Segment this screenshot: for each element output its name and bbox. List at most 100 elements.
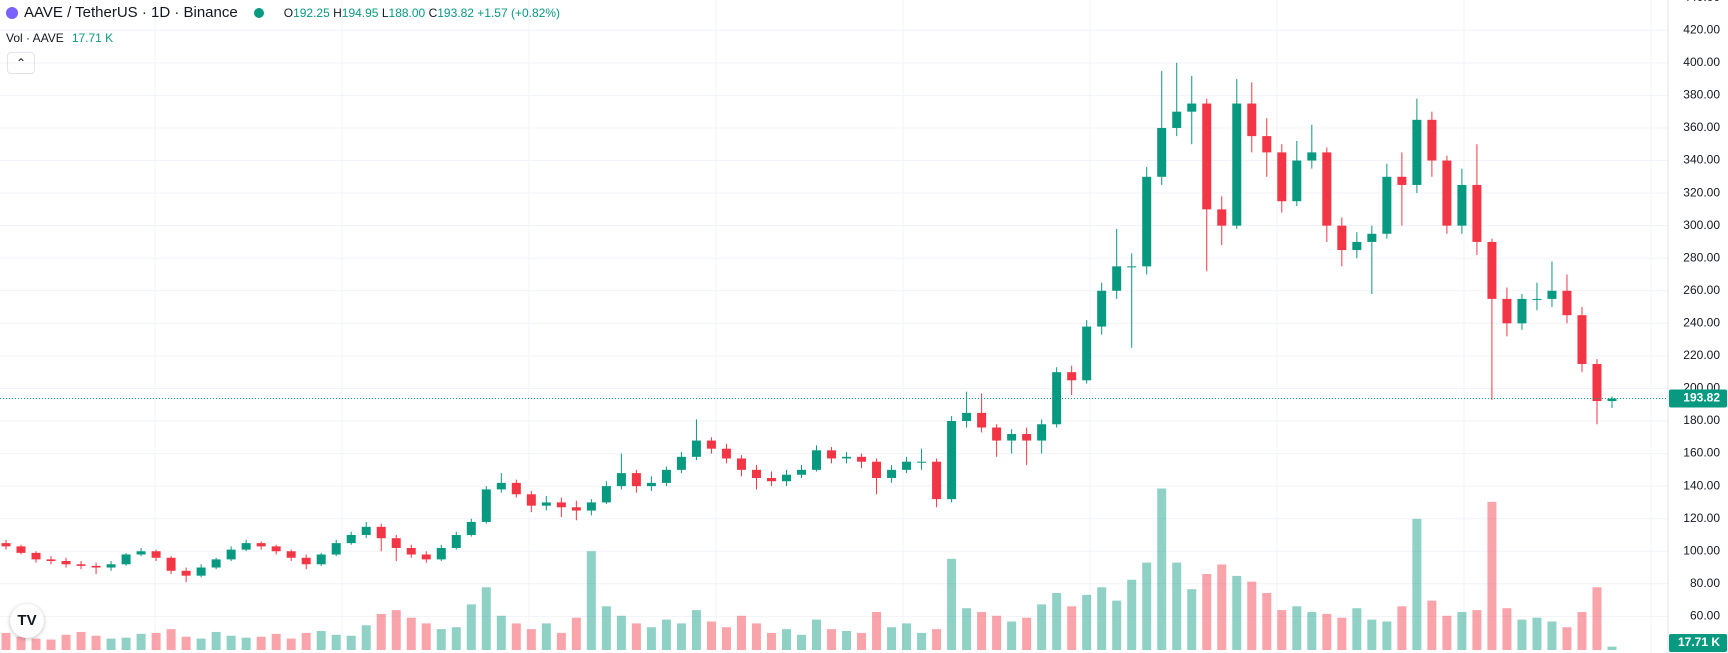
volume-bar bbox=[1127, 579, 1137, 650]
candle-body bbox=[857, 456, 867, 462]
candle-body bbox=[1217, 209, 1227, 226]
volume-bar bbox=[887, 627, 897, 650]
volume-bar bbox=[361, 625, 371, 650]
symbol[interactable]: AAVE / TetherUS · 1D · Binance bbox=[24, 4, 238, 21]
volume-bar bbox=[1187, 589, 1197, 650]
candle-body bbox=[902, 461, 912, 470]
candle-body bbox=[196, 567, 206, 576]
volume-bar bbox=[91, 635, 101, 650]
volume-bar bbox=[451, 627, 461, 650]
volume-bar bbox=[842, 631, 852, 650]
volume-bar bbox=[857, 632, 867, 650]
candle-body bbox=[1562, 290, 1572, 316]
candle-body bbox=[1277, 152, 1287, 202]
y-tick-label: 100.00 bbox=[1683, 543, 1720, 557]
volume-bar bbox=[526, 629, 536, 650]
volume-bar bbox=[977, 612, 987, 650]
candle-body bbox=[1037, 424, 1047, 441]
candle-body bbox=[181, 570, 191, 576]
volume-bar bbox=[1592, 587, 1602, 650]
candle-body bbox=[1082, 326, 1092, 381]
volume-bar bbox=[1517, 619, 1527, 650]
candle-body bbox=[842, 456, 852, 459]
volume-bar bbox=[406, 617, 416, 650]
volume-bar bbox=[1367, 619, 1377, 650]
volume-bar bbox=[1397, 606, 1407, 650]
candle-body bbox=[1592, 364, 1602, 402]
volume-bar bbox=[511, 623, 521, 650]
volume-bar bbox=[1532, 617, 1542, 650]
candle-body bbox=[46, 559, 56, 562]
volume-bar bbox=[1607, 646, 1617, 650]
y-tick-label: 160.00 bbox=[1683, 446, 1720, 460]
volume-bar bbox=[1172, 562, 1182, 650]
volume-bar bbox=[691, 610, 701, 650]
volume-bar bbox=[1322, 613, 1332, 650]
candle-body bbox=[1202, 103, 1212, 210]
candle-body bbox=[1352, 241, 1362, 251]
l-val: 188.00 bbox=[388, 5, 426, 20]
candle-body bbox=[1457, 184, 1467, 226]
y-tick-label: 440.00 bbox=[1683, 0, 1720, 4]
volume-bar bbox=[331, 634, 341, 650]
volume-bar bbox=[166, 629, 176, 650]
candle-body bbox=[872, 461, 882, 478]
volume-bar bbox=[902, 623, 912, 650]
y-tick-label: 280.00 bbox=[1683, 250, 1720, 264]
volume-bar bbox=[1442, 615, 1452, 650]
o-key: O bbox=[283, 5, 294, 20]
candle-body bbox=[76, 564, 86, 566]
candle-body bbox=[646, 482, 656, 487]
volume-bar bbox=[421, 623, 431, 650]
volume-legend: Vol · AAVE 17.71 K bbox=[6, 31, 113, 45]
candle-body bbox=[391, 538, 401, 548]
candle-body bbox=[1607, 398, 1617, 402]
candle-body bbox=[541, 502, 551, 506]
candle-body bbox=[1232, 103, 1242, 226]
volume-bar bbox=[1472, 610, 1482, 650]
candle-body bbox=[947, 421, 957, 500]
candle-body bbox=[241, 543, 251, 550]
vol-title: Vol · AAVE bbox=[6, 31, 64, 45]
y-tick-label: 120.00 bbox=[1683, 511, 1720, 525]
volume-bar bbox=[466, 604, 476, 650]
candle-body bbox=[31, 552, 41, 560]
l-key: L bbox=[381, 5, 389, 20]
candle-body bbox=[796, 469, 806, 475]
volume-bar bbox=[1082, 594, 1092, 650]
candle-body bbox=[827, 450, 837, 459]
candle-body bbox=[1547, 290, 1557, 299]
candle-body bbox=[496, 482, 506, 490]
volume-bar bbox=[1022, 617, 1032, 650]
volume-bar bbox=[676, 623, 686, 650]
volume-bar bbox=[706, 621, 716, 650]
candle-body bbox=[361, 526, 371, 535]
candle-body bbox=[1187, 103, 1197, 112]
volume-bar bbox=[1352, 608, 1362, 650]
candle-body bbox=[1112, 266, 1122, 291]
candle-body bbox=[1142, 176, 1152, 267]
last-price-label: 193.82 bbox=[1683, 391, 1720, 405]
logo[interactable]: TV bbox=[10, 604, 44, 638]
candle-body bbox=[466, 521, 476, 535]
volume-bar bbox=[76, 631, 86, 650]
status-dot bbox=[253, 7, 264, 18]
volume-bar bbox=[616, 615, 626, 650]
candle-body bbox=[91, 565, 101, 568]
y-tick-label: 340.00 bbox=[1683, 153, 1720, 167]
candle-body bbox=[1307, 152, 1317, 161]
candle-body bbox=[271, 546, 281, 552]
volume-bar bbox=[376, 613, 386, 650]
candle-body bbox=[601, 486, 611, 503]
volume-bar bbox=[241, 637, 251, 650]
candle-body bbox=[1517, 298, 1527, 324]
volume-bar bbox=[1157, 488, 1167, 650]
volume-bar bbox=[121, 637, 131, 650]
volume-bar bbox=[1052, 593, 1062, 650]
volume-bar bbox=[1307, 612, 1317, 650]
collapse-button[interactable]: ⌃ bbox=[7, 52, 35, 74]
volume-bar bbox=[496, 615, 506, 650]
candle-body bbox=[992, 427, 1002, 441]
candle-body bbox=[571, 507, 581, 511]
